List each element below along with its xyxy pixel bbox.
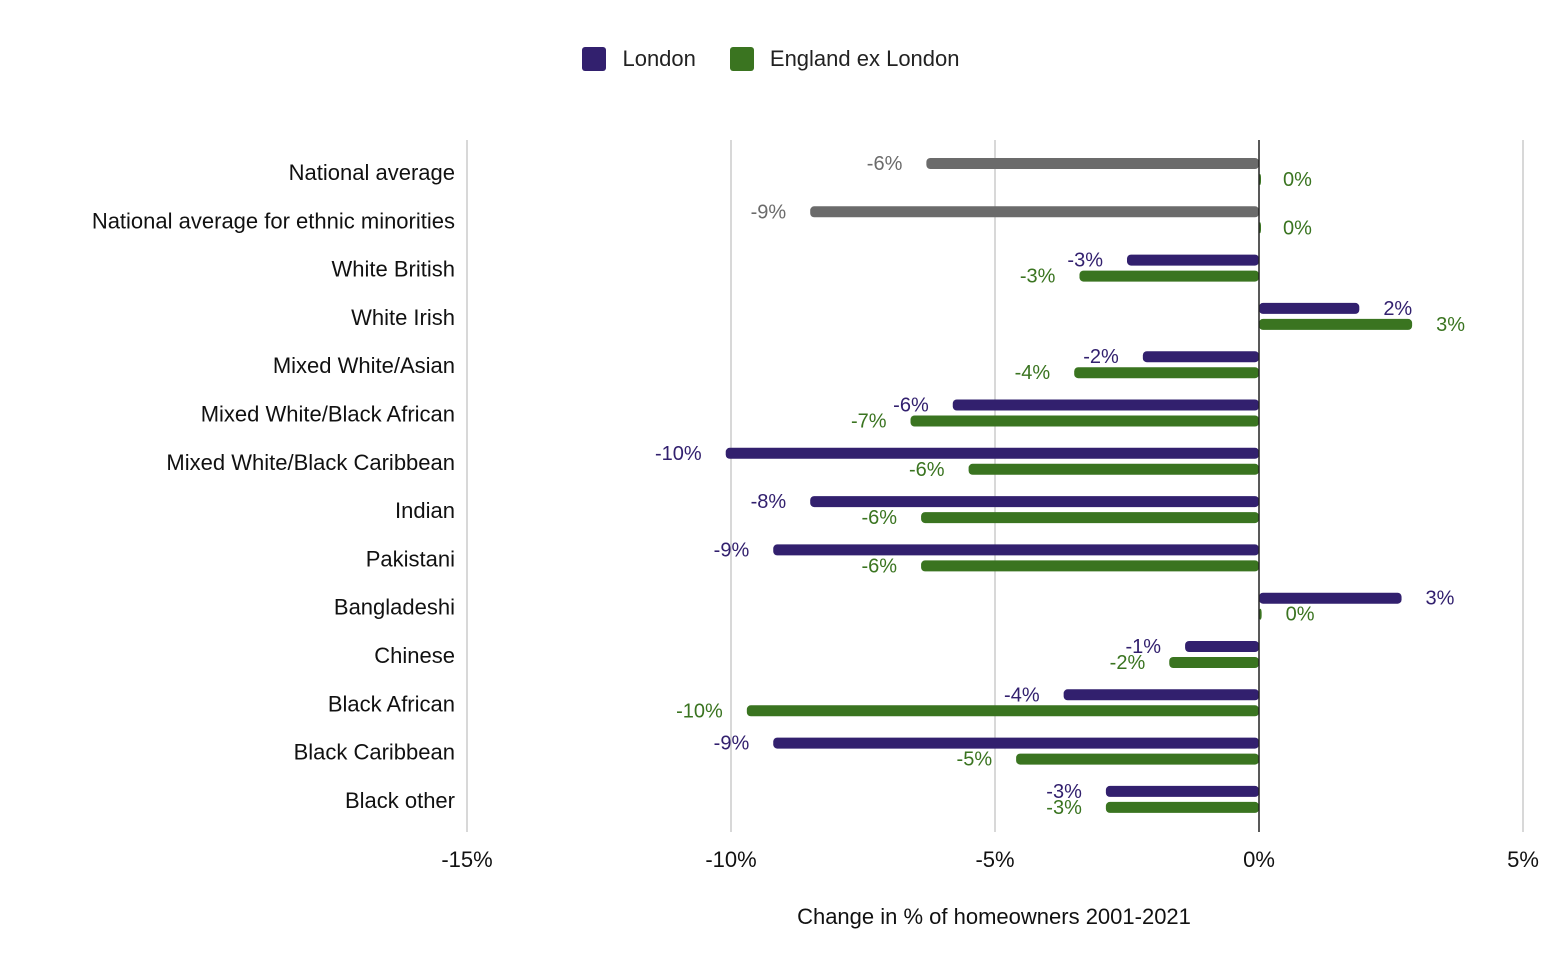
category-label: Mixed White/Black Caribbean bbox=[166, 450, 455, 475]
bar bbox=[910, 415, 1259, 427]
data-label: -9% bbox=[714, 733, 750, 755]
category-label: National average for ethnic minorities bbox=[92, 208, 455, 233]
bar bbox=[1063, 689, 1259, 701]
data-label: -2% bbox=[1083, 346, 1119, 368]
category-label: Mixed White/Black African bbox=[201, 402, 455, 427]
category-label: Bangladeshi bbox=[334, 595, 455, 620]
category-label: National average bbox=[289, 160, 455, 185]
x-tick-label: 0% bbox=[1243, 847, 1275, 872]
category-label: Pakistani bbox=[366, 546, 455, 571]
bar bbox=[1016, 753, 1259, 765]
data-label: -6% bbox=[867, 153, 903, 175]
bar bbox=[1142, 351, 1259, 363]
x-tick-label: 5% bbox=[1507, 847, 1539, 872]
bar bbox=[1259, 318, 1413, 330]
category-label: Black African bbox=[328, 691, 455, 716]
bar bbox=[1127, 254, 1259, 266]
x-tick-label: -5% bbox=[975, 847, 1014, 872]
category-labels: National average National average for eth… bbox=[92, 160, 455, 813]
data-label: -1% bbox=[1126, 636, 1162, 658]
category-label: White Irish bbox=[351, 305, 455, 330]
category-label: Indian bbox=[395, 498, 455, 523]
bar bbox=[773, 544, 1259, 556]
gridlines bbox=[466, 140, 1524, 832]
data-label: -6% bbox=[862, 555, 898, 577]
bar bbox=[1169, 657, 1259, 668]
bar bbox=[1185, 641, 1259, 652]
data-label: 2% bbox=[1383, 298, 1412, 320]
data-label: -9% bbox=[751, 201, 787, 223]
legend-swatch-england-ex-london bbox=[729, 47, 754, 71]
bar bbox=[1259, 302, 1360, 314]
category-label: Black Caribbean bbox=[294, 740, 455, 765]
category-label: White British bbox=[332, 257, 455, 282]
bar bbox=[773, 737, 1259, 749]
data-label: 0% bbox=[1286, 604, 1315, 626]
bar bbox=[921, 560, 1259, 572]
data-label: 0% bbox=[1283, 217, 1312, 239]
bar bbox=[968, 463, 1259, 475]
data-label: -3% bbox=[1020, 266, 1056, 288]
data-label: -8% bbox=[751, 491, 787, 513]
legend-label-london: London bbox=[622, 46, 696, 71]
bar bbox=[1074, 367, 1259, 379]
data-label: -3% bbox=[1067, 250, 1103, 272]
legend-item-england-ex-london: England ex London bbox=[729, 46, 960, 72]
data-label: -2% bbox=[1110, 652, 1146, 674]
data-label: -6% bbox=[909, 459, 945, 481]
legend-item-london: London bbox=[582, 46, 696, 72]
bar bbox=[1105, 801, 1259, 813]
bar bbox=[1079, 270, 1259, 282]
bar bbox=[952, 399, 1259, 411]
bars bbox=[725, 158, 1413, 813]
x-axis-title: Change in % of homeowners 2001-2021 bbox=[797, 904, 1191, 929]
data-label: -5% bbox=[957, 749, 993, 771]
bar bbox=[1105, 785, 1259, 797]
data-label: -6% bbox=[893, 395, 929, 417]
data-label: -10% bbox=[655, 443, 702, 465]
data-label: 3% bbox=[1436, 314, 1465, 336]
data-label: -3% bbox=[1046, 781, 1082, 803]
bar bbox=[921, 512, 1259, 524]
data-label: 0% bbox=[1283, 169, 1312, 191]
bar bbox=[810, 206, 1259, 218]
bar bbox=[926, 158, 1259, 169]
legend: London England ex London bbox=[0, 46, 1542, 72]
data-label: -3% bbox=[1046, 797, 1082, 819]
data-label: -10% bbox=[676, 700, 723, 722]
data-label: -7% bbox=[851, 411, 887, 433]
data-label: -4% bbox=[1004, 684, 1040, 706]
category-label: Mixed White/Asian bbox=[273, 353, 455, 378]
x-tick-label: -10% bbox=[705, 847, 756, 872]
tick-labels: -15% -10% -5% 0% 5% bbox=[441, 847, 1539, 872]
data-label: -6% bbox=[862, 507, 898, 529]
bar bbox=[725, 447, 1259, 459]
legend-swatch-london bbox=[582, 47, 607, 71]
data-label: -4% bbox=[1015, 362, 1051, 384]
category-label: Chinese bbox=[374, 643, 455, 668]
category-label: Black other bbox=[345, 788, 455, 813]
bar bbox=[746, 705, 1259, 717]
data-label: 3% bbox=[1426, 588, 1455, 610]
data-label: -9% bbox=[714, 539, 750, 561]
legend-label-england-ex-london: England ex London bbox=[769, 46, 960, 71]
data-labels: -6%0%-9%0%-3%-3%2%3%-2%-4%-6%-7%-10%-6%-… bbox=[655, 153, 1465, 819]
bar bbox=[810, 496, 1259, 508]
bar bbox=[1259, 592, 1402, 604]
x-tick-label: -15% bbox=[441, 847, 492, 872]
